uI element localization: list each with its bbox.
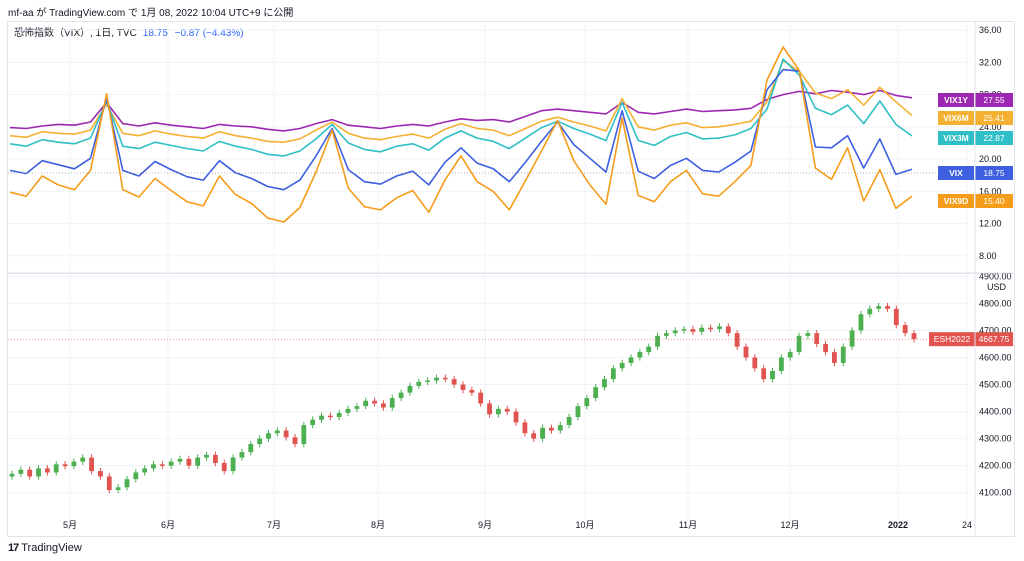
publish-header: mf-aa が TradingView.com で 1月 08, 2022 10… bbox=[8, 8, 294, 19]
vix-panel[interactable] bbox=[7, 21, 1015, 274]
legend-name: 恐怖指数（VIX）, 1日, TVC bbox=[14, 28, 137, 39]
legend-change: −0.87 (−4.43%) bbox=[174, 28, 244, 39]
vix-legend: 恐怖指数（VIX）, 1日, TVC 18.75 −0.87 (−4.43%) bbox=[14, 24, 244, 39]
tradingview-logo-icon: 17 bbox=[8, 542, 19, 554]
legend-value: 18.75 bbox=[142, 28, 168, 39]
esh2022-panel[interactable] bbox=[7, 273, 1015, 537]
footer-brand-label: TradingView bbox=[21, 542, 82, 554]
footer-brand: 17 TradingView bbox=[8, 540, 82, 556]
